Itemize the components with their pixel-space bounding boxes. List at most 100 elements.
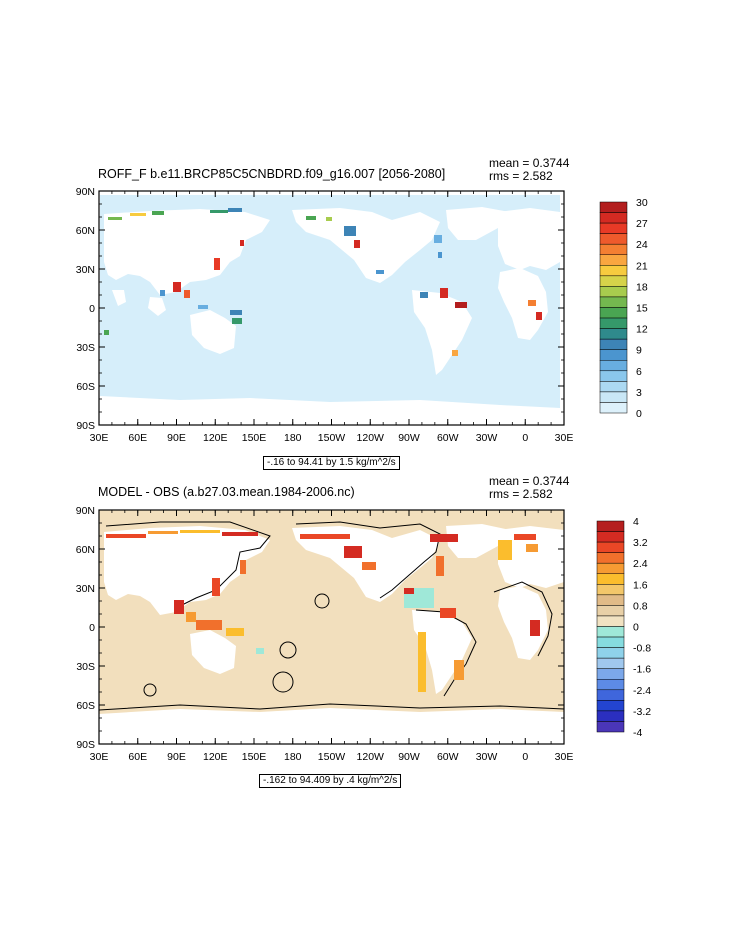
panel2-coastal-differences (106, 530, 540, 692)
colorbar-label: 6 (636, 366, 642, 378)
colorbar-bottom: 4 3.2 2.4 1.6 0.8 0 -0.8 -1.6 -2.4 -3.2 -4 (596, 516, 651, 739)
colorbar-swatch (596, 721, 625, 733)
lon-tick-label: 120W (357, 751, 385, 763)
lon-tick-label: 30E (555, 751, 574, 763)
panel1-map (100, 195, 560, 408)
lon-tick-label: 120W (357, 432, 385, 444)
colorbar-swatch (596, 668, 625, 680)
colorbar-label: 2.4 (633, 558, 648, 570)
colorbar-swatch (599, 233, 628, 245)
colorbar-label: 24 (636, 239, 648, 251)
panel1-rms: rms = 2.582 (489, 169, 553, 183)
colorbar-label: 0 (633, 622, 639, 634)
colorbar-swatch (599, 286, 628, 298)
lat-tick-label: 0 (89, 622, 95, 634)
colorbar-label: 27 (636, 218, 648, 230)
lat-tick-label: 60N (76, 225, 95, 237)
lat-tick-label: 30S (76, 661, 95, 673)
lon-tick-label: 60E (128, 432, 147, 444)
colorbar-label: -0.8 (633, 643, 651, 655)
colorbar-label: 9 (636, 345, 642, 357)
colorbar-swatch (599, 275, 628, 287)
panel1-range-label: -.16 to 94.41 by 1.5 kg/m^2/s (263, 456, 400, 470)
lon-tick-label: 150W (318, 432, 346, 444)
colorbar-label: -3.2 (633, 706, 651, 718)
lon-tick-label: 150E (242, 751, 267, 763)
colorbar-swatch (599, 307, 628, 319)
colorbar-swatch (599, 317, 628, 329)
colorbar-label: 30 (636, 197, 648, 209)
lat-tick-label: 60N (76, 544, 95, 556)
colorbar-swatch (599, 328, 628, 340)
lon-tick-label: 90E (167, 432, 186, 444)
lon-tick-label: 60W (437, 432, 459, 444)
lon-tick-label: 180 (284, 751, 302, 763)
lon-tick-label: 60W (437, 751, 459, 763)
lat-tick-label: 90S (76, 420, 95, 432)
colorbar-label: 12 (636, 324, 648, 336)
panel1-title: ROFF_F b.e11.BRCP85C5CNBDRD.f09_g16.007 … (98, 167, 446, 181)
colorbar-label: 3 (636, 387, 642, 399)
lat-tick-label: 30S (76, 342, 95, 354)
colorbar-swatch (599, 254, 628, 266)
colorbar-label: 18 (636, 281, 648, 293)
lon-tick-label: 90E (167, 751, 186, 763)
lat-tick-label: 90N (76, 186, 95, 198)
lon-tick-label: 90W (398, 751, 420, 763)
colorbar-swatch (599, 212, 628, 224)
panel2-rms: rms = 2.582 (489, 487, 553, 501)
colorbar-swatch (596, 605, 625, 617)
colorbar-swatch (599, 222, 628, 234)
panel2-range-label: -.162 to 94.409 by .4 kg/m^2/s (259, 774, 402, 788)
colorbar-swatch (596, 710, 625, 722)
colorbar-swatch (596, 615, 625, 627)
lon-tick-label: 90W (398, 432, 420, 444)
colorbar-swatch (599, 360, 628, 372)
lon-tick-label: 150W (318, 751, 346, 763)
colorbar-swatch (596, 562, 625, 575)
lat-tick-label: 90S (76, 739, 95, 751)
lon-tick-label: 30E (90, 432, 109, 444)
colorbar-swatch (596, 520, 625, 532)
panel1-land (104, 207, 560, 375)
colorbar-swatch (596, 584, 625, 596)
colorbar-label: 3.2 (633, 537, 648, 549)
panel2-map (99, 510, 564, 744)
colorbar-swatch (596, 594, 625, 606)
lon-tick-label: 0 (522, 432, 528, 444)
colorbar-swatch (599, 201, 628, 213)
lon-tick-label: 60E (128, 751, 147, 763)
lon-tick-label: 150E (242, 432, 267, 444)
panel1-mean: mean = 0.3744 (489, 156, 570, 170)
colorbar-swatch (599, 349, 628, 361)
colorbar-swatch (596, 573, 625, 585)
colorbar-label: 1.6 (633, 579, 648, 591)
colorbar-label: -4 (633, 727, 642, 739)
lon-tick-label: 0 (522, 751, 528, 763)
colorbar-swatch (596, 636, 625, 648)
lon-tick-label: 30W (476, 432, 498, 444)
lat-tick-label: 30N (76, 583, 95, 595)
colorbar-label: -2.4 (633, 685, 651, 697)
panel1-coastal-runoff (104, 208, 542, 356)
lat-tick-label: 60S (76, 381, 95, 393)
lon-tick-label: 30W (476, 751, 498, 763)
colorbar-swatch (596, 679, 625, 691)
colorbar-swatch (596, 552, 625, 564)
colorbar-swatch (599, 370, 628, 382)
colorbar-swatch (596, 531, 625, 543)
colorbar-swatch (599, 402, 628, 414)
colorbar-swatch (596, 541, 625, 553)
colorbar-label: 4 (633, 516, 639, 528)
colorbar-swatch (599, 265, 628, 277)
colorbar-label: 0 (636, 408, 642, 420)
lat-tick-label: 90N (76, 505, 95, 517)
colorbar-swatch (596, 700, 625, 712)
lon-tick-label: 180 (284, 432, 302, 444)
lon-tick-label: 30E (90, 751, 109, 763)
panel2-title: MODEL - OBS (a.b27.03.mean.1984-2006.nc) (98, 485, 355, 499)
